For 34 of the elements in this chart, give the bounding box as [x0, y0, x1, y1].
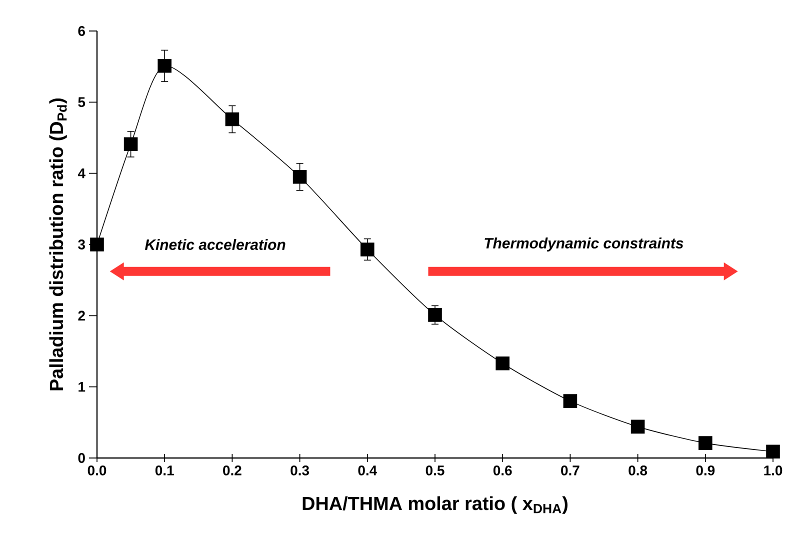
point	[766, 444, 780, 458]
point	[428, 308, 442, 322]
point	[90, 238, 104, 252]
x-tick-label: 0.0	[88, 466, 106, 476]
x-tick-label: 1.0	[764, 466, 782, 476]
annotation: Kinetic acceleration	[144, 239, 286, 250]
x-tick-label: 0.5	[426, 466, 444, 476]
point	[496, 356, 510, 370]
x-axis-title: DHA/THMA molar ratio ( x$_{DHA}$)	[302, 496, 568, 514]
x-tick-label: 0.1	[155, 466, 174, 476]
point	[360, 242, 374, 256]
x-tick-label: 0.7	[561, 466, 580, 476]
point	[124, 137, 138, 152]
point	[158, 58, 172, 73]
x-tick-label: 0.4	[358, 466, 378, 476]
point	[225, 112, 240, 126]
point	[563, 394, 578, 408]
point	[292, 170, 307, 184]
y-tick-label: 5	[78, 97, 86, 108]
y-tick-label: 2	[78, 310, 85, 321]
point	[630, 420, 645, 434]
x-tick-label: 0.3	[290, 466, 309, 476]
point	[698, 436, 712, 450]
x-tick-label: 0.2	[223, 466, 242, 476]
y-tick-label: 0	[78, 453, 85, 463]
x-tick-label: 0.8	[628, 466, 648, 476]
annotation: Thermodynamic constraints	[484, 238, 684, 252]
x-tick-label: 0.9	[696, 466, 715, 476]
y-tick-label: 4	[78, 168, 86, 178]
y-tick-label: 1	[78, 382, 86, 392]
y-axis-title: Palladium distribution ratio (D$_{Pd}$)	[49, 98, 67, 390]
y-tick-label: 6	[78, 26, 85, 36]
x-tick-label: 0.6	[493, 466, 512, 476]
y-tick-label: 3	[78, 240, 85, 250]
